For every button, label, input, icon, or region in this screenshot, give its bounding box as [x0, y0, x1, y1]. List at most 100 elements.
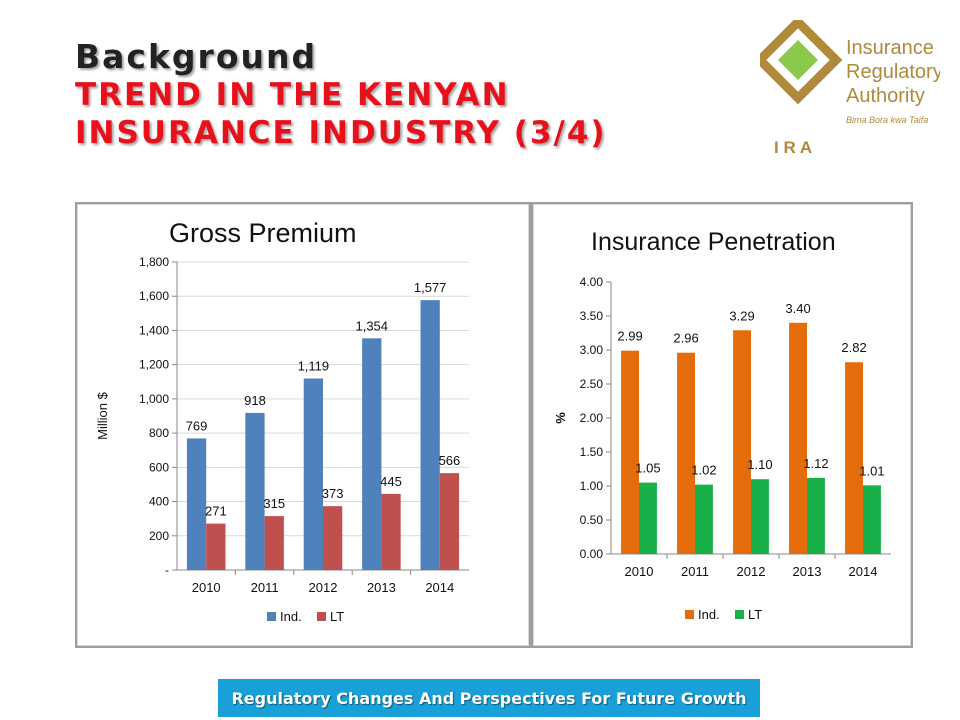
bar-lt-2014: [863, 485, 881, 554]
y-tick-label: 1,600: [139, 289, 169, 303]
ira-logo: Insurance Regulatory Authority Bima Bora…: [753, 15, 943, 160]
data-label: 769: [186, 418, 208, 433]
bar-ind-2014: [420, 300, 440, 570]
data-label: 1.02: [691, 463, 716, 478]
bar-lt-2011: [695, 484, 713, 554]
y-tick-label: 800: [149, 426, 169, 440]
data-label: 373: [322, 486, 344, 501]
bar-lt-2011: [264, 516, 284, 570]
legend-swatch: [735, 610, 744, 619]
data-label: 1,354: [355, 318, 388, 333]
bar-ind-2014: [845, 362, 863, 554]
footer-text: Regulatory Changes And Perspectives For …: [231, 688, 747, 708]
chart-title: Gross Premium: [169, 218, 357, 248]
bar-lt-2013: [807, 477, 825, 554]
ira-logo-mark: Insurance Regulatory Authority Bima Bora…: [753, 15, 943, 157]
title-line-3: INSURANCE INDUSTRY (3/4): [75, 115, 607, 151]
x-tick-label: 2011: [251, 580, 279, 595]
insurance-penetration-chart: Insurance Penetration% 0.00 0.50 1.00 1.50 2.…: [553, 228, 891, 622]
data-label: 3.29: [729, 308, 754, 323]
legend-label: LT: [748, 607, 762, 622]
bar-ind-2011: [245, 412, 265, 570]
y-tick-label: 400: [149, 495, 169, 509]
bar-ind-2013: [362, 338, 382, 570]
data-label: 1.05: [635, 461, 660, 476]
x-tick-label: 2014: [849, 564, 878, 579]
y-tick-label: 2.50: [580, 377, 604, 391]
bar-lt-2012: [751, 479, 769, 554]
y-tick-label: 1,400: [139, 323, 169, 337]
bar-ind-2011: [677, 352, 695, 554]
legend-swatch: [317, 612, 326, 621]
y-tick-label: 1.50: [580, 445, 604, 459]
y-axis-label: %: [553, 412, 568, 424]
y-tick-label: 600: [149, 460, 169, 474]
data-label: 918: [244, 393, 266, 408]
x-tick-label: 2014: [425, 580, 454, 595]
bar-lt-2010: [639, 482, 657, 554]
slide-title: Background TREND IN THE KENYAN INSURANCE…: [75, 38, 607, 152]
x-tick-label: 2013: [793, 564, 822, 579]
x-tick-label: 2012: [737, 564, 766, 579]
y-tick-label: 1,000: [139, 392, 169, 406]
legend-swatch: [267, 612, 276, 621]
logo-line-2: Regulatory: [846, 61, 940, 83]
data-label: 1,577: [414, 280, 447, 295]
data-label: 566: [439, 453, 461, 468]
data-label: 2.82: [841, 340, 866, 355]
x-tick-label: 2010: [625, 564, 654, 579]
title-line-1: Background: [75, 37, 318, 76]
logo-outer-diamond: [753, 15, 843, 105]
logo-tagline: Bima Bora kwa Taifa: [846, 115, 928, 125]
logo-inner-diamond: [778, 40, 818, 80]
bar-lt-2012: [323, 506, 343, 570]
y-tick-label: 1.00: [580, 479, 604, 493]
title-line-2: TREND IN THE KENYAN: [75, 77, 510, 113]
data-label: 2.96: [673, 331, 698, 346]
data-label: 3.40: [785, 301, 810, 316]
y-tick-label: 1,800: [139, 255, 169, 269]
gross-premium-chart: Gross Premium Million $ - 200 400 600 800 1,000…: [95, 218, 469, 624]
y-tick-label: 3.00: [580, 343, 604, 357]
legend-label: Ind.: [280, 609, 302, 624]
legend-label: LT: [330, 609, 344, 624]
x-tick-label: 2011: [681, 564, 709, 579]
bar-ind-2013: [789, 322, 807, 554]
bar-ind-2010: [621, 350, 639, 554]
y-tick-label: 3.50: [580, 309, 604, 323]
bar-ind-2012: [303, 378, 323, 570]
data-label: 1.01: [859, 463, 884, 478]
logo-acronym: I R A: [774, 138, 812, 157]
data-label: 2.99: [617, 329, 642, 344]
y-tick-label: -: [165, 563, 169, 577]
footer-banner: Regulatory Changes And Perspectives For …: [218, 679, 760, 717]
legend-swatch: [685, 610, 694, 619]
data-label: 445: [380, 474, 402, 489]
y-tick-label: 1,200: [139, 358, 169, 372]
insurance-penetration-chart-panel: Insurance Penetration% 0.00 0.50 1.00 1.50 2.…: [531, 202, 913, 648]
data-label: 271: [205, 504, 227, 519]
chart-title: Insurance Penetration: [591, 228, 836, 256]
y-tick-label: 200: [149, 529, 169, 543]
bar-lt-2014: [439, 473, 460, 570]
bar-ind-2012: [733, 330, 751, 554]
legend-label: Ind.: [698, 607, 720, 622]
logo-line-3: Authority: [846, 85, 925, 107]
bar-lt-2010: [206, 523, 226, 570]
logo-line-1: Insurance: [846, 37, 934, 59]
x-tick-label: 2013: [367, 580, 396, 595]
data-label: 315: [263, 496, 285, 511]
y-tick-label: 0.50: [580, 513, 604, 527]
data-label: 1.12: [803, 456, 828, 471]
x-tick-label: 2012: [309, 580, 338, 595]
bar-ind-2010: [186, 438, 207, 570]
data-label: 1.10: [747, 457, 772, 472]
bar-lt-2013: [381, 493, 401, 570]
y-tick-label: 4.00: [580, 275, 604, 289]
data-label: 1,119: [298, 359, 330, 374]
y-axis-label: Million $: [95, 391, 110, 439]
y-tick-label: 0.00: [580, 547, 604, 561]
gross-premium-chart-panel: Gross Premium Million $ - 200 400 600 800 1,000…: [75, 202, 531, 648]
y-tick-label: 2.00: [580, 411, 604, 425]
x-tick-label: 2010: [192, 580, 221, 595]
